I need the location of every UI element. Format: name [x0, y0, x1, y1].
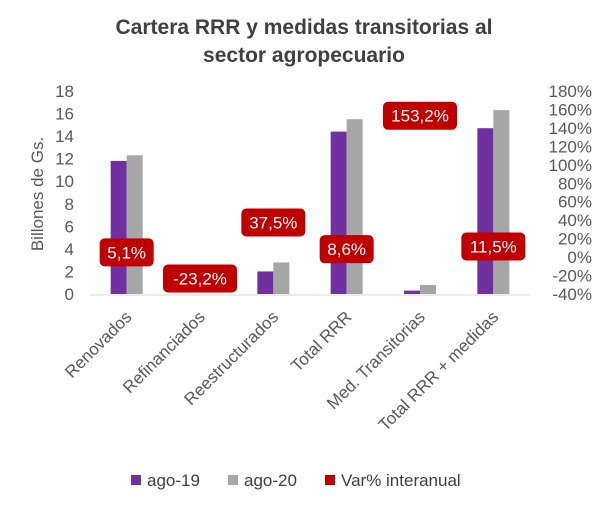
- y-tick-label: 6: [65, 217, 74, 236]
- y2-tick-label: 160%: [549, 100, 592, 119]
- chart-title-line-2: sector agropecuario: [203, 44, 405, 67]
- variation-label: 8,6%: [327, 240, 366, 259]
- y-tick-label: 8: [65, 195, 74, 214]
- variation-box: [319, 235, 374, 264]
- bar-ago-20-0: [126, 155, 143, 294]
- y2-tick-label: 20%: [558, 230, 592, 249]
- bar-ago-20-5: [493, 110, 510, 294]
- y-tick-label: 10: [55, 172, 74, 191]
- variation-box: [99, 238, 154, 267]
- variation-label: 37,5%: [249, 213, 297, 232]
- variation-box: [163, 264, 237, 293]
- legend-label: ago-19: [147, 471, 200, 490]
- y2-tick-label: -40%: [552, 285, 592, 304]
- bar-ago-20-4: [420, 284, 436, 294]
- variation-label: -23,2%: [173, 269, 227, 288]
- bar-ago-19-0: [110, 160, 127, 294]
- variation-labels: 5,1% -23,2% 37,5% 8,6% 153,2% 11,5%: [99, 101, 526, 293]
- legend-swatch: [325, 475, 335, 485]
- legend-swatch: [131, 475, 141, 485]
- legend-swatch: [228, 475, 238, 485]
- y2-tick-label: -20%: [552, 267, 592, 286]
- variation-box: [241, 208, 306, 237]
- y-tick-label: 12: [55, 150, 74, 169]
- y2-tick-label: 180%: [549, 82, 592, 101]
- category-label: Total RRR: [287, 307, 355, 375]
- y-axis: 0 2 4 6 8 10 12 14 16 18: [55, 82, 74, 304]
- y-tick-label: 0: [65, 285, 74, 304]
- variation-box: [461, 232, 526, 261]
- bar-ago-20-2: [273, 262, 290, 294]
- variation-label: 11,5%: [470, 237, 517, 256]
- y-tick-label: 16: [55, 105, 74, 124]
- y2-tick-label: 120%: [549, 137, 592, 156]
- bar-ago-19-4: [404, 290, 420, 294]
- category-label: Renovados: [61, 307, 135, 381]
- legend-label: ago-20: [244, 471, 297, 490]
- variation-box: [383, 101, 457, 130]
- variation-label: 153,2%: [391, 107, 449, 126]
- y-tick-label: 4: [65, 240, 74, 259]
- y-tick-label: 14: [55, 127, 74, 146]
- category-label: Total RRR + medidas: [375, 307, 502, 434]
- y2-tick-label: 80%: [558, 174, 592, 193]
- y-axis-title: Billones de Gs.: [28, 137, 47, 251]
- legend: ago-19 ago-20 Var% interanual: [131, 471, 461, 490]
- y-tick-label: 18: [55, 82, 74, 101]
- y2-tick-label: 40%: [558, 211, 592, 230]
- bar-ago-20-3: [346, 119, 363, 294]
- chart-title-line-1: Cartera RRR y medidas transitorias al: [116, 16, 493, 39]
- variation-label: 5,1%: [107, 243, 146, 262]
- bar-ago-19-2: [257, 271, 274, 294]
- legend-label: Var% interanual: [341, 471, 461, 490]
- bar-ago-19-3: [330, 131, 347, 294]
- y2-tick-label: 140%: [549, 119, 592, 138]
- y2-tick-label: 100%: [549, 156, 592, 175]
- y-tick-label: 2: [65, 262, 74, 281]
- y2-tick-label: 60%: [558, 193, 592, 212]
- secondary-y-axis: -40%-20%0%20%40%60%80%100%120%140%160%18…: [549, 82, 592, 304]
- y2-tick-label: 0%: [567, 248, 592, 267]
- bar-ago-19-5: [477, 128, 494, 294]
